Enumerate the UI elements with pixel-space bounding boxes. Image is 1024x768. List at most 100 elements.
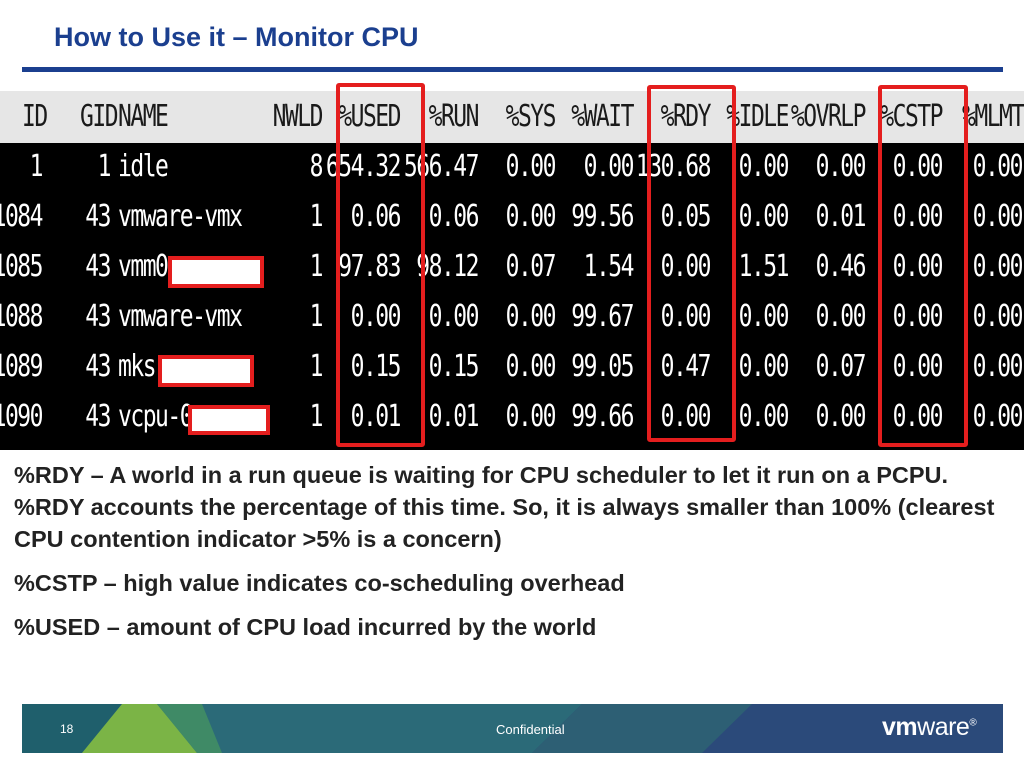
- table-cell-sys: 0.07: [505, 250, 557, 284]
- column-header: %USED: [338, 100, 401, 134]
- redaction-box: [158, 355, 254, 387]
- table-cell-id: 1084: [0, 200, 44, 234]
- table-cell-idle: 1.51: [738, 250, 790, 284]
- table-cell-gid: 43: [85, 250, 111, 284]
- table-cell-idle: 0.00: [738, 350, 790, 384]
- table-cell-ovrlp: 0.00: [815, 300, 867, 334]
- table-cell-gid: 43: [85, 350, 111, 384]
- table-cell-cstp: 0.00: [892, 300, 944, 334]
- column-header: %IDLE: [726, 100, 789, 134]
- page-number: 18: [60, 722, 74, 736]
- table-cell-sys: 0.00: [505, 350, 557, 384]
- table-cell-id: 1088: [0, 300, 44, 334]
- table-cell-wait: 99.66: [571, 400, 634, 434]
- table-cell-nwld: 1: [309, 300, 324, 334]
- table-cell-run: 0.06: [428, 200, 480, 234]
- table-cell-name: idle: [118, 150, 169, 184]
- table-cell-id: 1085: [0, 250, 44, 284]
- column-header: %RUN: [428, 100, 480, 134]
- table-cell-sys: 0.00: [505, 300, 557, 334]
- table-cell-cstp: 0.00: [892, 250, 944, 284]
- slide-title: How to Use it – Monitor CPU: [54, 22, 419, 52]
- terminal-header-bar: [0, 91, 1024, 143]
- table-cell-mlmtd: 0.00: [972, 200, 1024, 234]
- table-cell-gid: 1: [97, 150, 112, 184]
- table-cell-cstp: 0.00: [892, 350, 944, 384]
- table-cell-sys: 0.00: [505, 400, 557, 434]
- table-cell-ovrlp: 0.46: [815, 250, 867, 284]
- column-header: %WAIT: [571, 100, 634, 134]
- table-cell-rdy: 0.00: [660, 400, 712, 434]
- table-cell-ovrlp: 0.00: [815, 400, 867, 434]
- column-header: NWLD: [272, 100, 324, 134]
- rdy-column-highlight: [647, 85, 736, 442]
- cstp-column-highlight: [878, 85, 968, 447]
- title-rule: [22, 67, 1003, 72]
- table-cell-wait: 0.00: [583, 150, 635, 184]
- table-cell-mlmtd: 0.00: [972, 300, 1024, 334]
- table-cell-name: vmware-vmx: [118, 200, 243, 234]
- table-cell-used: 0.15: [350, 350, 402, 384]
- table-cell-mlmtd: 0.00: [972, 350, 1024, 384]
- table-cell-rdy: 0.47: [660, 350, 712, 384]
- table-cell-ovrlp: 0.07: [815, 350, 867, 384]
- table-cell-gid: 43: [85, 400, 111, 434]
- esxtop-terminal: ID GID NAME NWLD %USED %RUN %SYS %WAIT %RDY %IDLE…: [0, 91, 1024, 450]
- table-cell-nwld: 1: [309, 250, 324, 284]
- column-header: %OVRLP: [790, 100, 867, 134]
- table-cell-gid: 43: [85, 200, 111, 234]
- used-description: %USED – amount of CPU load incurred by t…: [14, 614, 597, 640]
- vmware-logo: vmware®: [882, 713, 977, 741]
- table-cell-sys: 0.00: [505, 200, 557, 234]
- table-cell-run: 566.47: [403, 150, 480, 184]
- column-header: GID: [80, 100, 119, 134]
- table-cell-name: vmware-vmx: [118, 300, 243, 334]
- column-header: %SYS: [505, 100, 557, 134]
- table-cell-ovrlp: 0.00: [815, 150, 867, 184]
- table-cell-used: 97.83: [338, 250, 401, 284]
- table-cell-wait: 99.05: [571, 350, 634, 384]
- table-cell-rdy: 0.00: [660, 300, 712, 334]
- table-cell-nwld: 8: [309, 150, 324, 184]
- table-cell-used: 0.01: [350, 400, 402, 434]
- table-cell-wait: 1.54: [583, 250, 635, 284]
- body-text: %RDY – A world in a run queue is waiting…: [14, 459, 1004, 655]
- table-cell-rdy: 0.00: [660, 250, 712, 284]
- table-cell-mlmtd: 0.00: [972, 150, 1024, 184]
- table-cell-cstp: 0.00: [892, 150, 944, 184]
- used-column-highlight: [336, 83, 425, 447]
- table-cell-idle: 0.00: [738, 300, 790, 334]
- table-cell-id: 1089: [0, 350, 44, 384]
- redaction-box: [188, 405, 270, 435]
- footer-bar: 18 Confidential vmware®: [22, 704, 1003, 753]
- table-cell-used: 0.06: [350, 200, 402, 234]
- table-cell-idle: 0.00: [738, 200, 790, 234]
- footer-graphic: [22, 704, 1003, 753]
- column-header: %MLMTD: [962, 100, 1024, 134]
- table-cell-run: 98.12: [416, 250, 479, 284]
- column-header: %RDY: [660, 100, 712, 134]
- table-cell-id: 1090: [0, 400, 44, 434]
- table-cell-cstp: 0.00: [892, 400, 944, 434]
- table-cell-run: 0.00: [428, 300, 480, 334]
- table-cell-mlmtd: 0.00: [972, 400, 1024, 434]
- column-header: ID: [22, 100, 48, 134]
- cstp-description: %CSTP – high value indicates co-scheduli…: [14, 570, 625, 596]
- redaction-box: [168, 256, 264, 288]
- table-cell-nwld: 1: [309, 400, 324, 434]
- table-cell-idle: 0.00: [738, 150, 790, 184]
- rdy-description: %RDY – A world in a run queue is waiting…: [14, 462, 995, 552]
- table-cell-wait: 99.67: [571, 300, 634, 334]
- table-cell-used: 0.00: [350, 300, 402, 334]
- table-cell-cstp: 0.00: [892, 200, 944, 234]
- table-cell-run: 0.01: [428, 400, 480, 434]
- confidential-label: Confidential: [496, 722, 565, 737]
- table-cell-run: 0.15: [428, 350, 480, 384]
- column-header: %CSTP: [880, 100, 943, 134]
- table-cell-mlmtd: 0.00: [972, 250, 1024, 284]
- table-cell-wait: 99.56: [571, 200, 634, 234]
- column-header: NAME: [118, 100, 169, 134]
- table-cell-rdy: 0.05: [660, 200, 712, 234]
- table-cell-id: 1: [29, 150, 44, 184]
- table-cell-gid: 43: [85, 300, 111, 334]
